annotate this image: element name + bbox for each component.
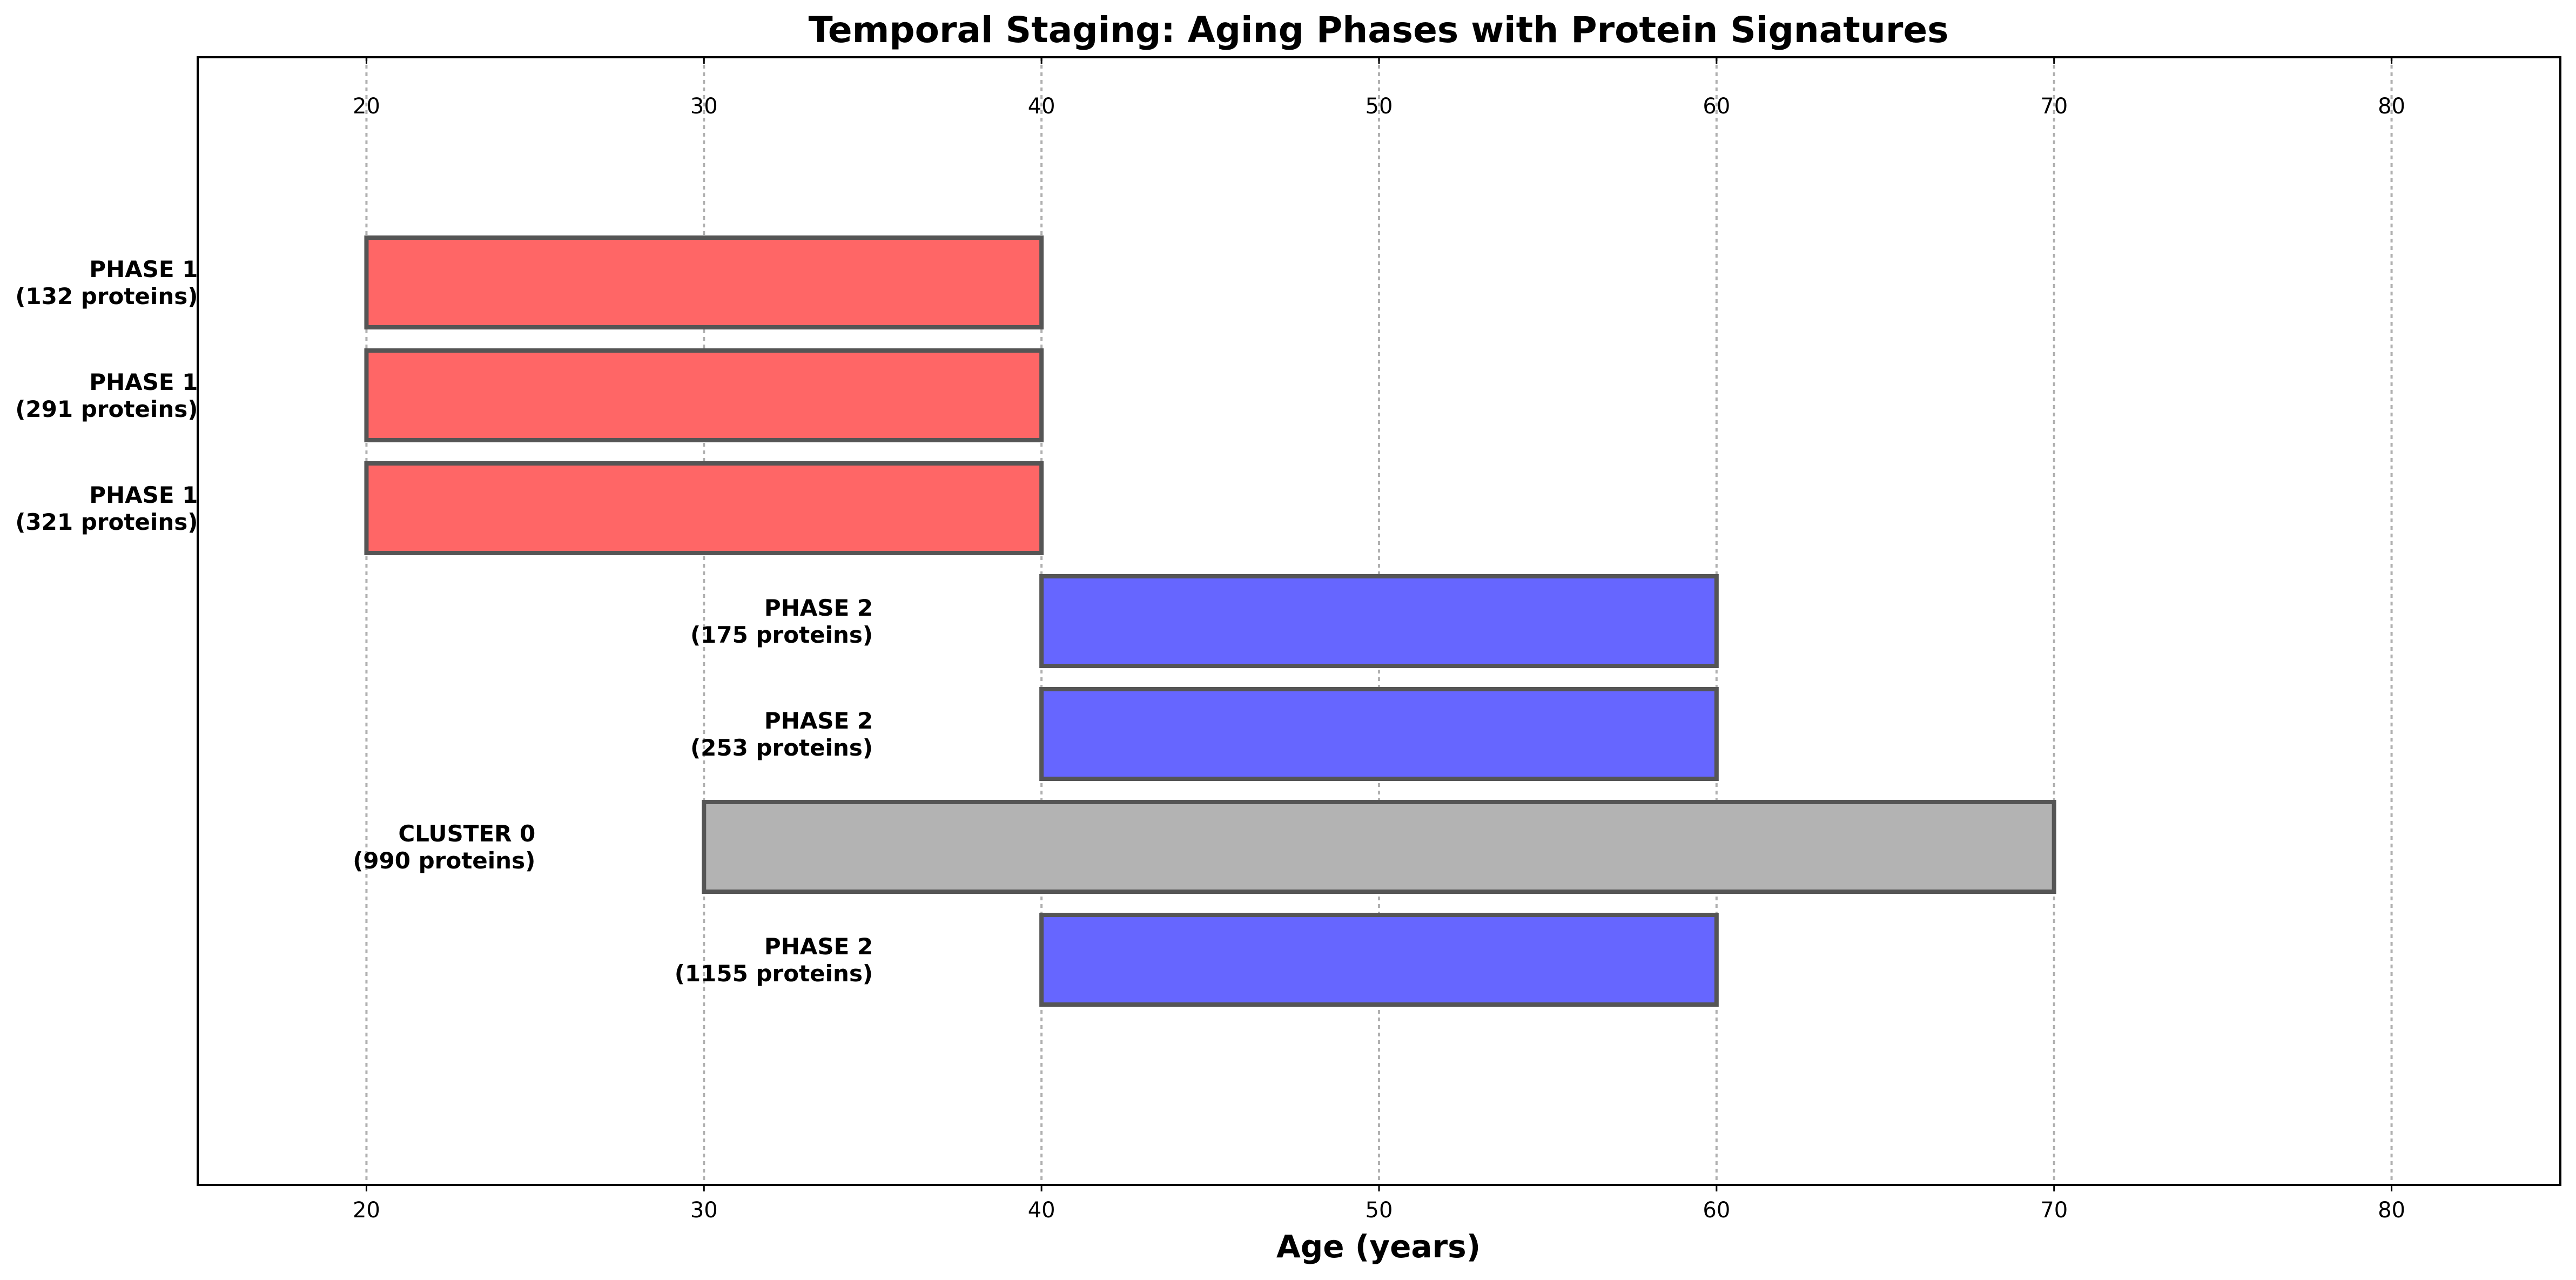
bar-label-5-name: PHASE 2 — [764, 708, 873, 734]
bar-label-1-count: (132 proteins) — [15, 283, 198, 309]
bar-label-1-name: PHASE 1 — [89, 256, 198, 282]
chart-title: Temporal Staging: Aging Phases with Prot… — [809, 9, 1949, 51]
x-tick-label-top-50: 50 — [1366, 94, 1393, 119]
bar-6 — [702, 800, 2056, 894]
bar-1 — [364, 235, 1044, 329]
x-tick-label-top-20: 20 — [353, 94, 380, 119]
x-axis-label: Age (years) — [1276, 1228, 1481, 1265]
bar-4 — [1039, 574, 1719, 668]
x-tick-label-bottom-80: 80 — [2378, 1198, 2405, 1223]
bar-5 — [1039, 687, 1719, 781]
x-tick-label-top-60: 60 — [1703, 94, 1730, 119]
x-tick-label-bottom-40: 40 — [1028, 1198, 1055, 1223]
bar-label-4-count: (175 proteins) — [690, 622, 873, 648]
bar-label-2-count: (291 proteins) — [15, 396, 198, 422]
x-tick-label-bottom-70: 70 — [2040, 1198, 2068, 1223]
bar-label-6-count: (990 proteins) — [353, 847, 535, 874]
x-tick-label-bottom-50: 50 — [1366, 1198, 1393, 1223]
bar-label-3-count: (321 proteins) — [15, 509, 198, 535]
bar-label-2-name: PHASE 1 — [89, 369, 198, 395]
x-tick-label-bottom-30: 30 — [690, 1198, 718, 1223]
axis-ticks: 20 20 30 30 40 40 50 50 60 60 70 70 80 80 — [353, 57, 2405, 1223]
x-tick-label-bottom-60: 60 — [1703, 1198, 1730, 1223]
x-tick-label-top-40: 40 — [1028, 94, 1055, 119]
bars — [364, 235, 2056, 1007]
bar-label-6-name: CLUSTER 0 — [398, 820, 535, 847]
plot-frame — [197, 56, 2561, 1186]
x-tick-label-top-70: 70 — [2040, 94, 2068, 119]
bar-3 — [364, 461, 1044, 555]
bar-label-5-count: (253 proteins) — [690, 735, 873, 761]
bar-2 — [364, 348, 1044, 442]
bar-7 — [1039, 913, 1719, 1007]
x-tick-label-top-30: 30 — [690, 94, 718, 119]
bar-label-7-count: (1155 proteins) — [675, 960, 873, 987]
x-tick-label-top-80: 80 — [2378, 94, 2405, 119]
bar-labels: PHASE 1(132 proteins)PHASE 1(291 protein… — [15, 256, 873, 987]
bar-label-3-name: PHASE 1 — [89, 482, 198, 508]
bar-label-4-name: PHASE 2 — [764, 595, 873, 621]
x-tick-label-bottom-20: 20 — [353, 1198, 380, 1223]
bar-label-7-name: PHASE 2 — [764, 933, 873, 960]
